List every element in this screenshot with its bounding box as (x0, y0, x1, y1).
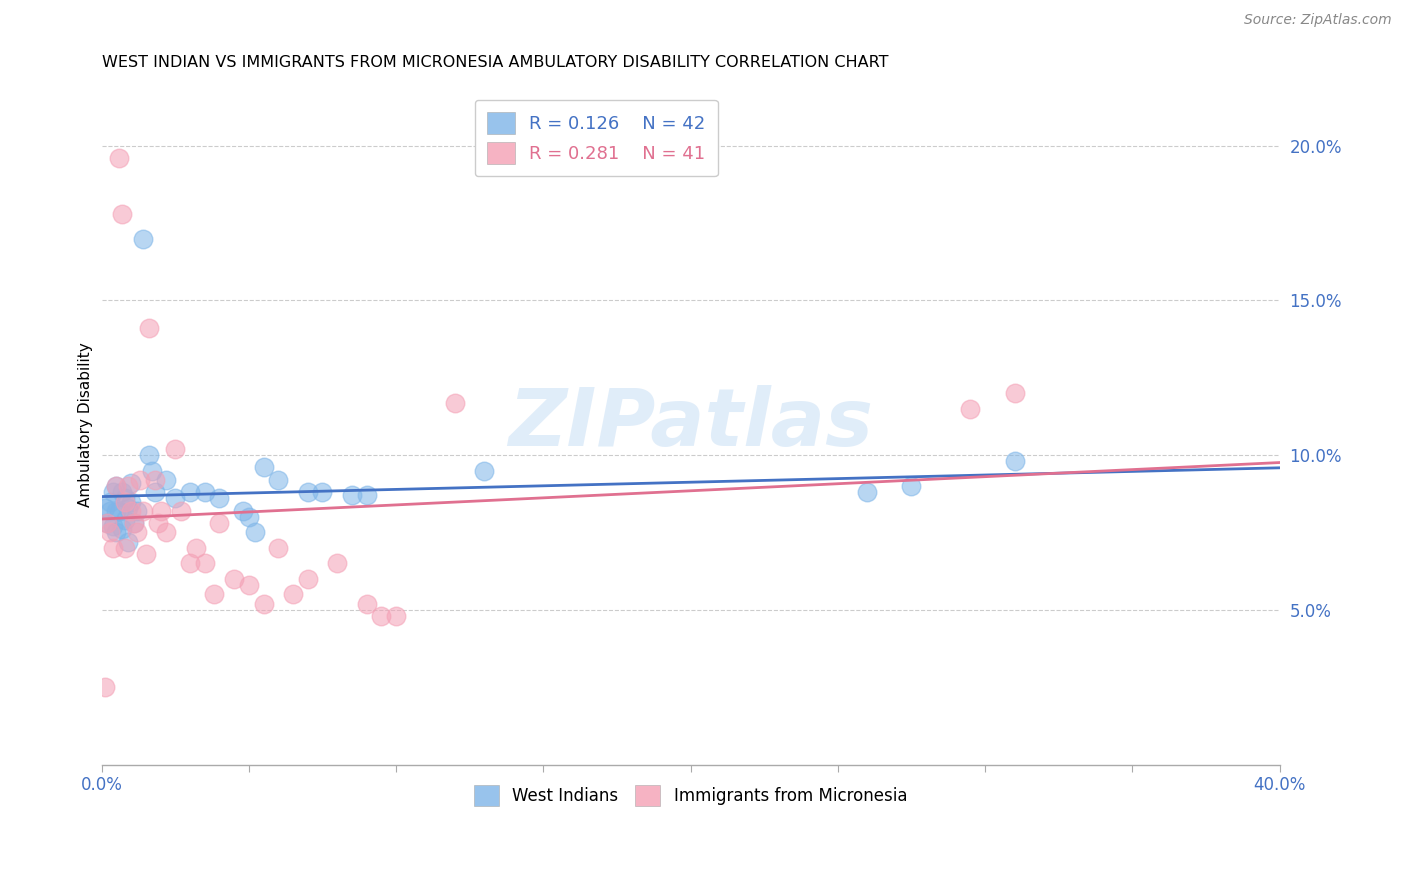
Point (143, 473, 166, 487)
Point (385, 609, 408, 624)
Point (105, 504, 128, 518)
Point (132, 231, 155, 245)
Point (238, 578, 260, 592)
Point (202, 587, 225, 601)
Point (311, 485, 333, 500)
Point (194, 557, 217, 571)
Point (138, 448, 160, 462)
Point (114, 494, 136, 508)
Point (114, 491, 136, 506)
Point (179, 557, 201, 571)
Point (252, 460, 274, 475)
Point (141, 464, 163, 478)
Point (108, 151, 131, 165)
Point (103, 519, 125, 533)
Point (146, 516, 169, 531)
Point (143, 485, 166, 500)
Point (120, 504, 142, 518)
Point (117, 500, 139, 515)
Point (100, 494, 122, 508)
Point (105, 479, 128, 493)
Point (120, 475, 142, 490)
Point (114, 541, 136, 555)
Point (444, 395, 467, 409)
Point (100, 504, 122, 518)
Point (900, 479, 922, 493)
Point (232, 504, 254, 518)
Point (125, 504, 148, 518)
Point (155, 473, 177, 487)
Point (297, 572, 319, 586)
Point (281, 587, 304, 601)
Point (128, 473, 150, 487)
Point (96, 516, 118, 531)
Point (194, 485, 217, 500)
Point (117, 479, 139, 493)
Point (208, 516, 231, 531)
Point (96, 516, 118, 531)
Text: ZIPatlas: ZIPatlas (508, 385, 873, 463)
Point (297, 485, 319, 500)
Point (105, 479, 128, 493)
Point (108, 504, 131, 518)
Point (208, 491, 231, 506)
Point (184, 541, 207, 555)
Point (138, 321, 160, 335)
Point (165, 442, 187, 456)
Point (326, 557, 349, 571)
Point (179, 485, 201, 500)
Point (103, 485, 125, 500)
Point (856, 485, 879, 500)
Point (103, 541, 125, 555)
Text: Source: ZipAtlas.com: Source: ZipAtlas.com (1244, 13, 1392, 28)
Point (93, 500, 115, 515)
Point (252, 597, 274, 611)
Point (370, 609, 392, 624)
Point (135, 547, 157, 561)
Point (105, 525, 128, 540)
Point (1004, 386, 1026, 401)
Point (165, 491, 187, 506)
Point (340, 488, 363, 502)
Point (132, 504, 155, 518)
Point (356, 488, 378, 502)
Legend: West Indians, Immigrants from Micronesia: West Indians, Immigrants from Micronesia (465, 777, 915, 814)
Point (111, 522, 134, 536)
Point (120, 494, 142, 508)
Point (125, 525, 148, 540)
Point (114, 513, 136, 527)
Point (474, 464, 496, 478)
Point (117, 534, 139, 549)
Point (100, 525, 122, 540)
Point (224, 572, 246, 586)
Point (149, 504, 172, 518)
Point (267, 541, 290, 555)
Point (93, 680, 115, 694)
Point (111, 485, 134, 500)
Y-axis label: Ambulatory Disability: Ambulatory Disability (79, 342, 93, 507)
Point (243, 525, 266, 540)
Point (267, 473, 290, 487)
Text: WEST INDIAN VS IMMIGRANTS FROM MICRONESIA AMBULATORY DISABILITY CORRELATION CHAR: WEST INDIAN VS IMMIGRANTS FROM MICRONESI… (101, 55, 889, 70)
Point (1004, 454, 1026, 468)
Point (122, 516, 145, 531)
Point (959, 401, 981, 416)
Point (238, 510, 260, 524)
Point (122, 516, 145, 531)
Point (155, 525, 177, 540)
Point (170, 504, 193, 518)
Point (356, 597, 378, 611)
Point (111, 207, 134, 221)
